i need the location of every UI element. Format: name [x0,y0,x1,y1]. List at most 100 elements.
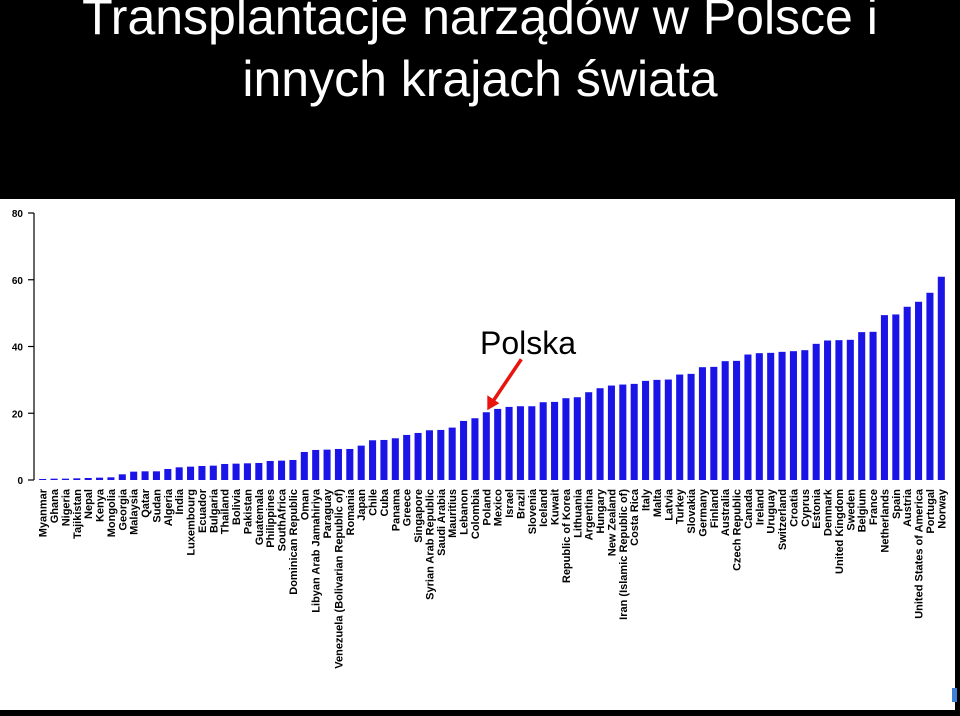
bar-26 [334,448,342,480]
x-tick-label: France [868,489,880,525]
x-tick-label: United States of America [914,488,926,619]
bar-39 [482,412,490,480]
bar-48 [585,392,593,480]
x-tick-label: Cyprus [800,489,812,527]
bar-64 [767,352,775,480]
bar-1 [50,478,58,480]
bar-9 [141,471,149,480]
x-tick-label: Mongolia [106,488,118,537]
bar-67 [801,350,809,480]
x-tick-label: Nigeria [60,488,72,526]
annotation-arrow-shaft [490,358,523,404]
x-tick-label: Mexico [493,489,505,527]
y-tick-label: 60 [12,276,24,287]
x-tick-label: Myanmar [38,488,50,537]
bar-45 [551,401,559,480]
bar-51 [619,384,627,480]
x-tick-label: Japan [356,489,368,521]
bar-35 [437,429,445,480]
bar-33 [414,432,422,480]
bar-31 [391,438,399,480]
x-tick-label: Switzerland [777,489,789,550]
bar-3 [73,478,81,480]
x-tick-label: Paraguay [322,488,334,538]
bar-38 [471,418,479,480]
bar-53 [642,380,650,480]
annotation-arrow-head [487,395,500,411]
bar-43 [528,406,536,480]
x-tick-label: Mauritius [447,489,459,538]
bar-5 [96,477,104,480]
bar-47 [573,397,581,480]
bar-59 [710,366,718,480]
bar-63 [755,353,763,480]
bar-52 [630,383,638,480]
bar-44 [539,402,547,480]
x-tick-label: Ghana [49,488,61,523]
bar-73 [869,331,877,480]
x-tick-label: Sweden [845,489,857,531]
bar-62 [744,354,752,480]
bar-29 [369,440,377,480]
x-tick-label: Ecuador [197,488,209,533]
bar-6 [107,477,115,480]
y-tick-label: 40 [12,343,24,354]
slide-title-line-1: Transplantacje narządów w Polsce i [82,0,878,45]
bar-25 [323,449,331,480]
x-tick-label: United Kingdom [834,489,846,574]
x-tick-label: Chile [368,489,380,516]
x-tick-label: Slovenia [527,488,539,534]
x-tick-label: Philippines [265,489,277,548]
x-tick-label: Portugal [925,489,937,534]
x-tick-label: Saudi Arabia [436,488,448,556]
x-tick-label: Greece [402,489,414,526]
x-tick-label: Netherlands [879,489,891,553]
bar-78 [926,292,934,480]
x-tick-label: Dominican Republic [288,489,300,595]
x-tick-label: Uruguay [766,488,778,534]
x-tick-label: Brazil [515,489,527,519]
x-tick-label: Finland [709,489,721,528]
bar-8 [130,471,138,480]
bar-12 [175,467,183,480]
x-tick-label: Oman [299,489,311,520]
bar-54 [653,379,661,480]
y-tick-label: 80 [12,209,24,220]
x-tick-label: SouthAfrica [277,488,289,551]
x-tick-label: Libyan Arab Jamahiriya [311,488,323,613]
bar-56 [676,374,684,480]
bar-37 [460,420,468,480]
x-tick-label: Denmark [823,488,835,536]
bar-55 [664,379,672,480]
bar-20 [266,460,274,480]
x-tick-label: Malta [652,488,664,517]
bar-18 [243,463,251,480]
x-tick-label: Croatia [788,488,800,527]
poland-annotation-label: Polska [480,325,577,361]
bar-10 [152,471,160,480]
x-tick-label: Georgia [117,488,129,530]
x-tick-label: Venezuela (Bolivarian Republic of) [333,489,345,669]
x-tick-label: Guatemala [254,488,266,545]
x-tick-label: Czech Republic [732,489,744,571]
bar-16 [221,463,229,480]
bar-58 [698,367,706,480]
bar-11 [164,468,172,480]
bar-68 [812,343,820,480]
bar-65 [778,351,786,480]
x-tick-label: Pakistan [242,489,254,535]
y-tick-label: 20 [12,409,24,420]
x-tick-label: Malaysia [129,488,141,535]
corner-box [870,684,955,710]
bar-61 [733,360,741,480]
bar-75 [892,314,900,480]
x-tick-label: Argentina [584,488,596,540]
x-tick-label: Thailand [220,489,232,534]
bar-77 [915,301,923,480]
x-tick-label: Sudan [151,489,163,523]
bar-2 [61,478,69,480]
bar-69 [824,340,832,480]
chart-panel: 0 20 40 60 80 Myanmar Ghana Nigeria Tajikistan Ne… [0,199,955,710]
bar-15 [209,465,217,480]
